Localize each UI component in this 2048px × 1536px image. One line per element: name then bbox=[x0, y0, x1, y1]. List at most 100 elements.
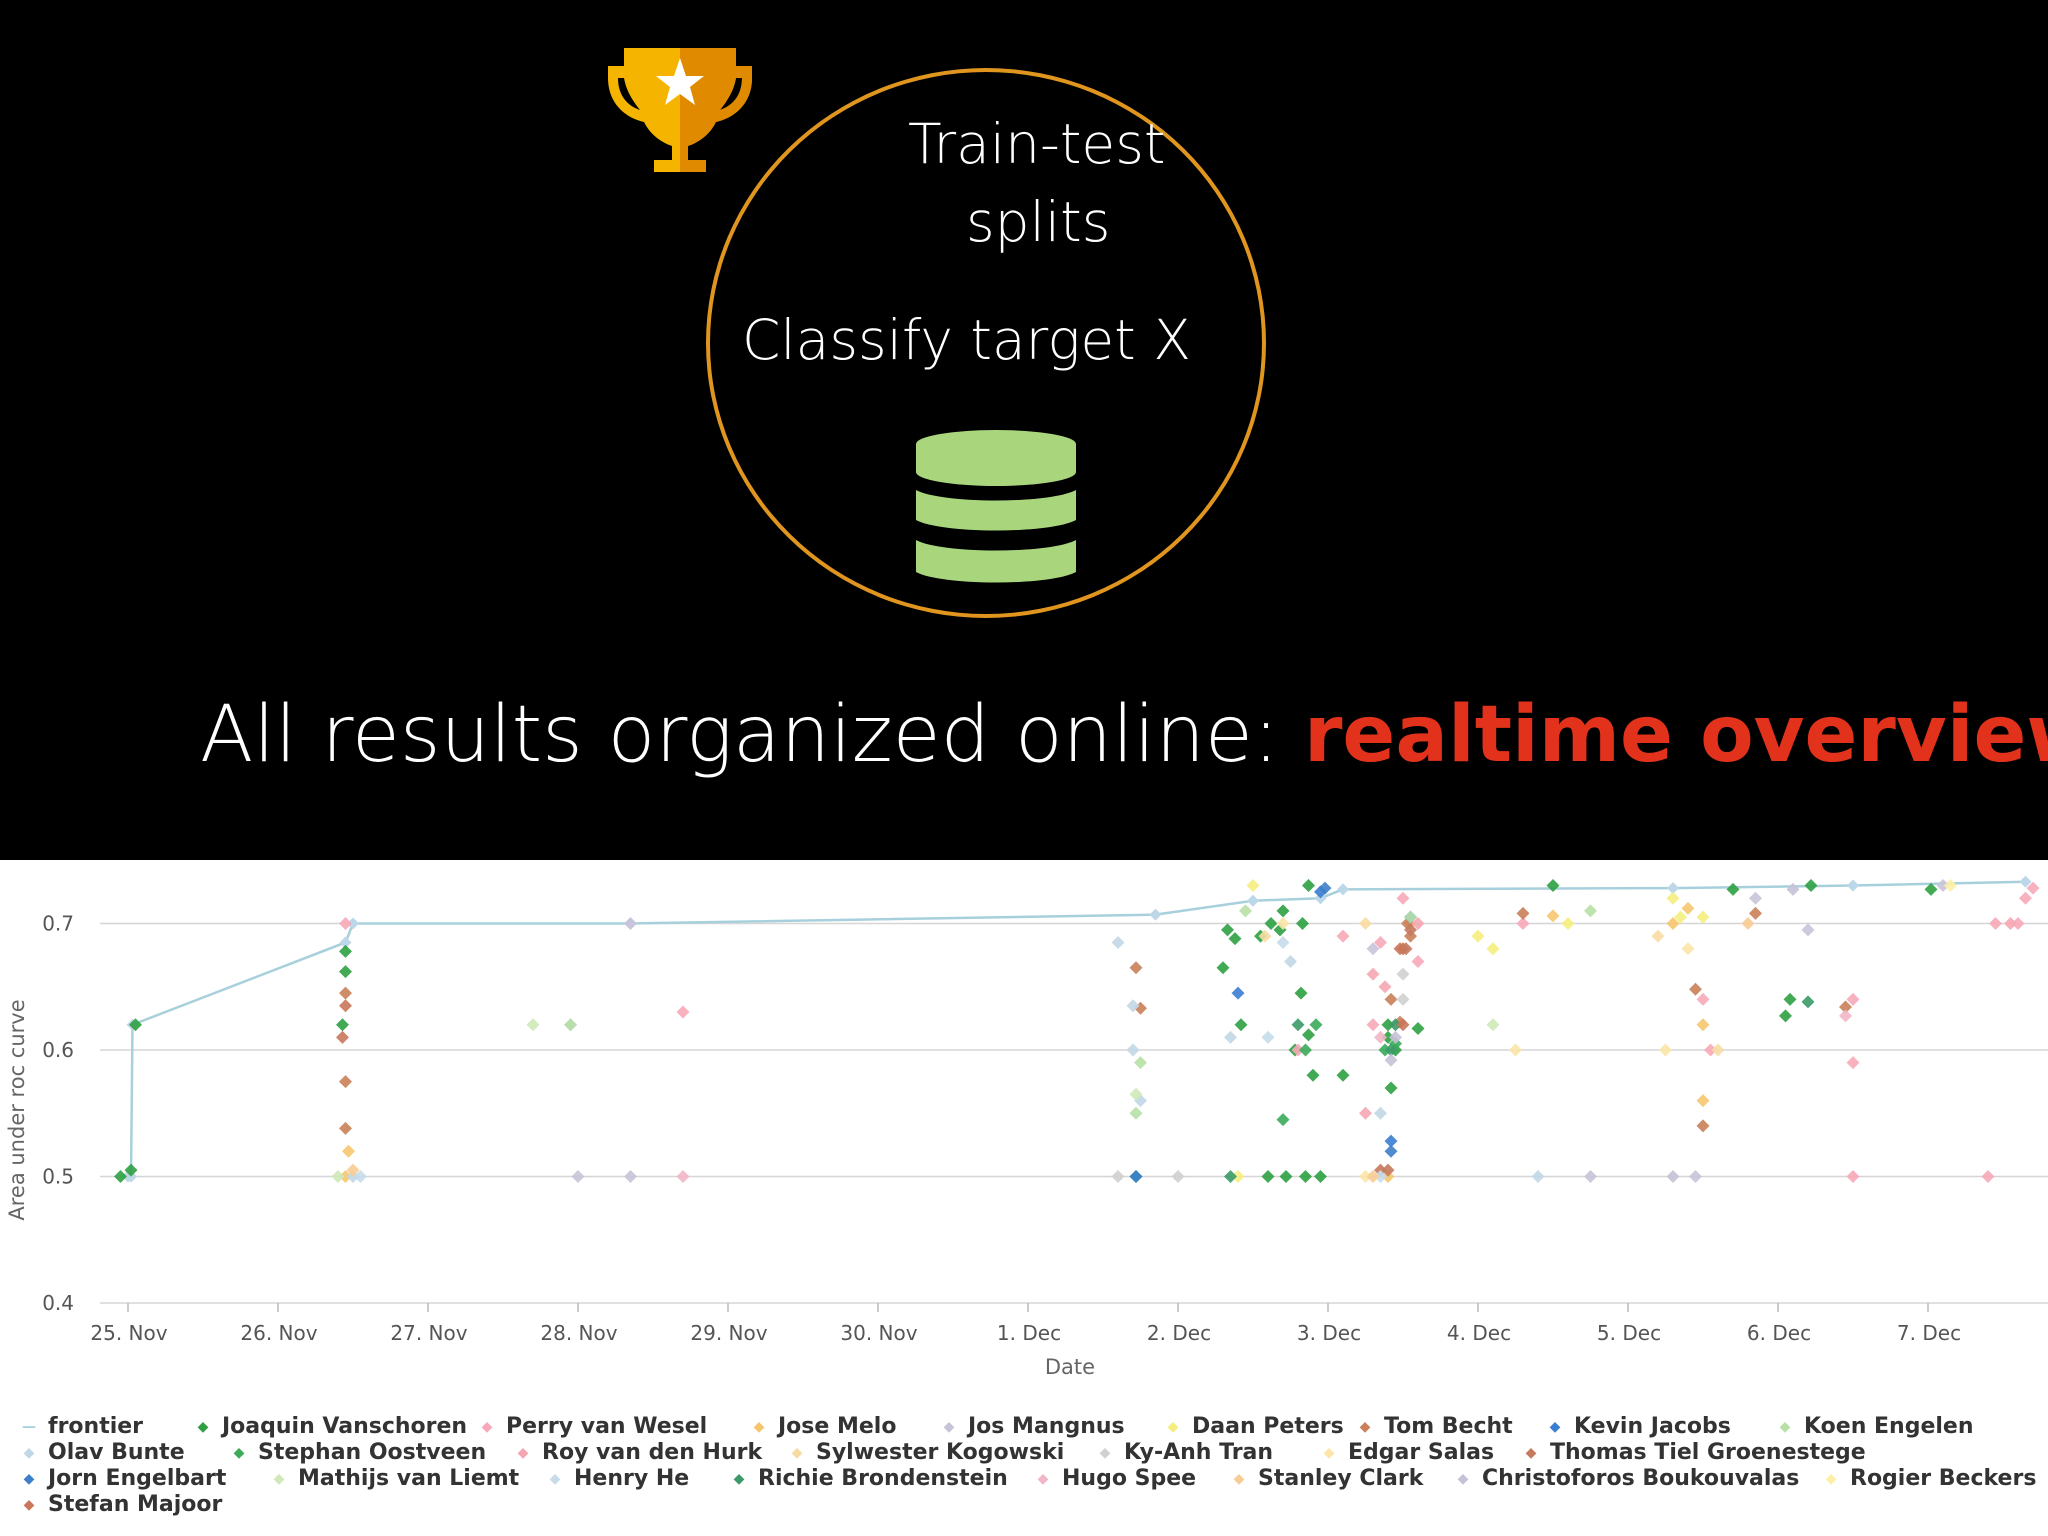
y-tick-label: 0.6 bbox=[42, 1038, 74, 1062]
point-jose-melo bbox=[1681, 901, 1695, 915]
x-tick-label: 7. Dec bbox=[1897, 1321, 1961, 1345]
legend-item[interactable]: ◆ Rogier Beckers bbox=[1824, 1466, 2037, 1491]
legend-item[interactable]: ◆ Thomas Tiel Groenestege bbox=[1524, 1440, 1866, 1465]
point-jos-magnus bbox=[571, 1170, 585, 1183]
point-jose-melo bbox=[1696, 1018, 1710, 1032]
point-perry-van-wesel bbox=[1846, 1170, 1860, 1183]
point-jose-melo bbox=[1696, 1094, 1710, 1108]
legend-item[interactable]: ◆ Hugo Spee bbox=[1036, 1466, 1196, 1491]
circle-label-classify: Classify target X bbox=[742, 308, 1191, 372]
headline: All results organized online: realtime o… bbox=[200, 690, 2048, 780]
legend-item[interactable]: ◆ Edgar Salas bbox=[1322, 1440, 1494, 1465]
x-tick-label: 25. Nov bbox=[90, 1321, 167, 1345]
point-perry-van-wesel bbox=[2026, 881, 2040, 895]
point-stanley-clark bbox=[1741, 917, 1755, 930]
legend-item[interactable]: ◆ Perry van Wesel bbox=[480, 1414, 708, 1439]
frontier-point bbox=[2019, 875, 2032, 888]
point-daan-peters bbox=[1674, 910, 1687, 924]
point-olav-bunte bbox=[1126, 999, 1140, 1013]
point-richie-brondenstein bbox=[1224, 1170, 1237, 1183]
legend-item[interactable]: ◆ Roy van den Hurk bbox=[516, 1440, 763, 1465]
point-daan-peters bbox=[1486, 942, 1500, 956]
point-roy-van-den-hurk bbox=[1411, 917, 1425, 930]
legend-item[interactable]: ◆ Olav Bunte bbox=[22, 1440, 185, 1465]
legend-item[interactable]: ◆ Christoforos Boukouvalas bbox=[1456, 1466, 1800, 1491]
point-ky-anh-tran bbox=[1171, 1170, 1185, 1183]
point-daan-peters bbox=[1231, 1170, 1245, 1183]
point-joaquin-vanschoren bbox=[1294, 986, 1308, 1000]
concept-circle bbox=[706, 68, 1266, 618]
point-joaquin-vanschoren bbox=[1924, 882, 1938, 896]
legend-item[interactable]: ◆ Sylwester Kogowski bbox=[790, 1440, 1065, 1465]
legend-item[interactable]: ◆ Richie Brondenstein bbox=[732, 1466, 1008, 1491]
legend-diamond-icon: ◆ bbox=[1825, 1471, 1837, 1487]
point-joaquin-vanschoren bbox=[114, 1170, 127, 1183]
legend-label: Sylwester Kogowski bbox=[816, 1440, 1065, 1465]
point-thomas-tiel-groenestege bbox=[1381, 1163, 1395, 1177]
legend-label: Stanley Clark bbox=[1258, 1466, 1424, 1491]
trophy-icon bbox=[608, 48, 752, 172]
point-christoforos-boukouvalas bbox=[1389, 1030, 1402, 1044]
legend-item[interactable]: ◆ Kevin Jacobs bbox=[1548, 1414, 1731, 1439]
point-joaquin-vanschoren bbox=[1726, 882, 1740, 896]
point-jorn-engelbart bbox=[1318, 881, 1332, 895]
legend-item[interactable]: ◆ Jos Mangnus bbox=[942, 1414, 1125, 1439]
x-tick-labels: 25. Nov 26. Nov 27. Nov 28. Nov 29. Nov 30. N… bbox=[90, 1303, 1961, 1345]
point-jos-magnus bbox=[1801, 923, 1815, 937]
legend-label: Richie Brondenstein bbox=[758, 1466, 1008, 1491]
legend-item[interactable]: ◆ Stephan Oostveen bbox=[232, 1440, 487, 1465]
legend-item[interactable]: ◆ Tom Becht bbox=[1358, 1414, 1513, 1439]
point-christoforos-boukouvalas bbox=[1786, 882, 1800, 896]
point-henry-he bbox=[1261, 1030, 1275, 1044]
point-perry-van-wesel bbox=[1846, 992, 1860, 1006]
point-tom-becht bbox=[1749, 906, 1762, 920]
point-joaquin-vanschoren bbox=[1783, 992, 1797, 1006]
point-olav-bunte bbox=[1111, 935, 1125, 949]
point-roy-van-den-hurk bbox=[1359, 1106, 1372, 1120]
point-tom-becht bbox=[339, 986, 352, 1000]
legend-item[interactable]: ◆ Stanley Clark bbox=[1232, 1466, 1424, 1491]
point-perry-van-wesel bbox=[1516, 917, 1530, 930]
point-joaquin-vanschoren bbox=[1302, 879, 1315, 893]
frontier-point bbox=[339, 936, 352, 949]
legend-diamond-icon: ◆ bbox=[733, 1471, 745, 1487]
legend-diamond-icon: ◆ bbox=[1525, 1445, 1537, 1461]
legend-diamond-icon: ◆ bbox=[481, 1419, 493, 1435]
y-tick-label: 0.7 bbox=[42, 912, 74, 936]
legend-item[interactable]: ◆ Joaquin Vanschoren bbox=[196, 1414, 467, 1439]
frontier-point bbox=[1149, 908, 1162, 921]
point-richie-brondenstein bbox=[1801, 995, 1815, 1009]
legend-item[interactable]: ◆ Mathijs van Liemt bbox=[272, 1466, 520, 1491]
legend-diamond-icon: ◆ bbox=[1549, 1419, 1561, 1435]
point-perry-van-wesel bbox=[1411, 954, 1425, 968]
point-stanley-clark bbox=[1366, 1170, 1380, 1183]
legend-diamond-icon: ◆ bbox=[1779, 1419, 1791, 1435]
legend-label: Thomas Tiel Groenestege bbox=[1550, 1440, 1866, 1465]
point-joaquin-vanschoren bbox=[124, 1163, 138, 1177]
legend-item[interactable]: ◆ Koen Engelen bbox=[1778, 1414, 1974, 1439]
legend-diamond-icon: ◆ bbox=[1167, 1419, 1179, 1435]
legend-item[interactable]: — frontier bbox=[22, 1414, 143, 1439]
point-henry-he bbox=[354, 1170, 367, 1183]
legend-item[interactable]: ◆ Henry He bbox=[548, 1466, 690, 1491]
legend-item[interactable]: ◆ Daan Peters bbox=[1166, 1414, 1344, 1439]
legend-item[interactable]: ◆ Jorn Engelbart bbox=[22, 1466, 227, 1491]
point-sylwester-kogowski bbox=[1711, 1043, 1725, 1057]
legend-label: Daan Peters bbox=[1192, 1414, 1344, 1439]
point-koen-engelen bbox=[1404, 910, 1417, 924]
point-mathijs-van-liemt bbox=[1486, 1018, 1500, 1032]
point-joaquin-vanschoren bbox=[1228, 932, 1242, 946]
frontier-series-line bbox=[128, 880, 2026, 1178]
point-perry-van-wesel bbox=[2019, 891, 2032, 905]
point-olav-bunte bbox=[1284, 954, 1297, 968]
point-daan-peters bbox=[1666, 891, 1680, 905]
x-tick-label: 28. Nov bbox=[540, 1321, 617, 1345]
point-joaquin-vanschoren bbox=[1221, 923, 1234, 937]
legend-item[interactable]: ◆ Stefan Majoor bbox=[22, 1492, 223, 1517]
legend-item[interactable]: ◆ Ky-Anh Tran bbox=[1098, 1440, 1273, 1465]
legend-label: Ky-Anh Tran bbox=[1124, 1440, 1274, 1465]
circle-label-splits: splits bbox=[966, 190, 1111, 254]
legend-item[interactable]: ◆ Jose Melo bbox=[752, 1414, 897, 1439]
point-perry-van-wesel bbox=[1396, 891, 1410, 905]
point-perry-van-wesel bbox=[339, 917, 352, 930]
